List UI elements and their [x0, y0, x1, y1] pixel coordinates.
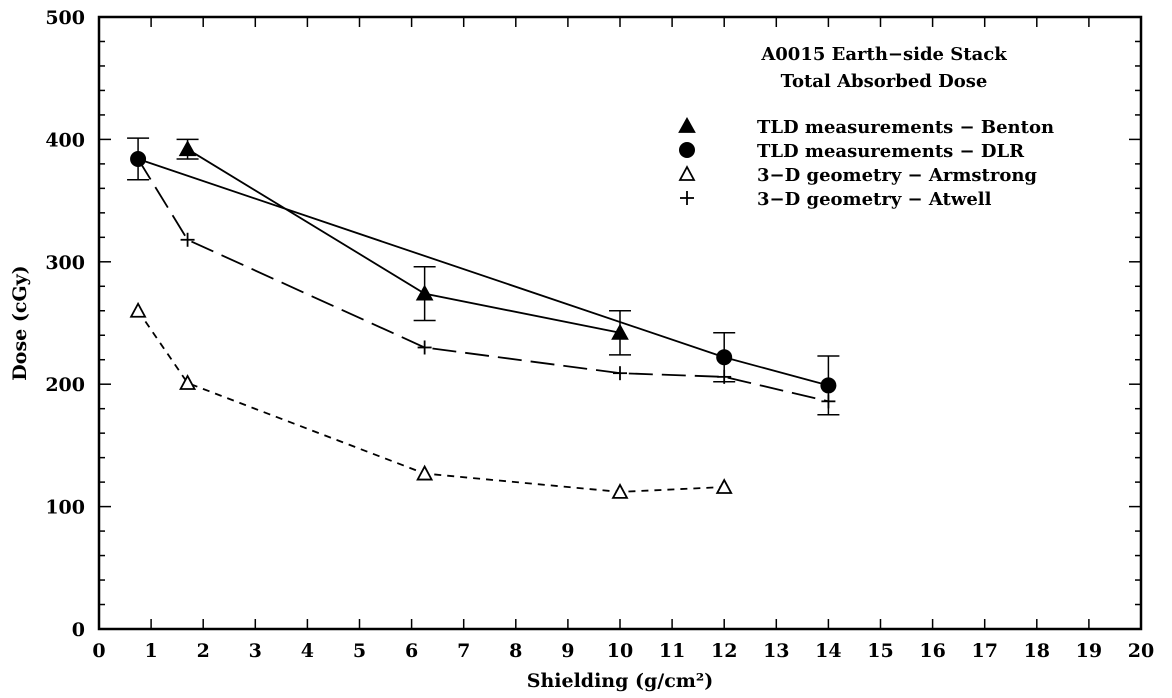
- legend-marker-dlr: [679, 142, 695, 158]
- legend-marker-benton: [678, 116, 696, 133]
- x-tick-label: 20: [1128, 640, 1154, 662]
- data-point-atwell: [417, 340, 432, 355]
- data-point-atwell: [717, 369, 732, 384]
- x-tick-label: 16: [919, 640, 945, 662]
- data-point-armstrong: [715, 478, 733, 494]
- data-point-benton: [611, 323, 629, 340]
- series-dlr: [127, 137, 840, 416]
- x-tick-label: 7: [457, 640, 470, 662]
- data-point-atwell: [613, 366, 627, 381]
- legend-marker-armstrong: [678, 165, 696, 181]
- legend-markers: [678, 116, 696, 205]
- y-tick-label: 0: [72, 619, 85, 641]
- legend-label-dlr: TLD measurements − DLR: [757, 141, 1025, 162]
- data-point-armstrong: [416, 464, 434, 481]
- x-tick-label: 10: [607, 640, 633, 662]
- series-line-benton: [187, 148, 621, 334]
- x-axis-title: Shielding (g/cm²): [527, 670, 713, 692]
- y-tick-label: 400: [45, 129, 85, 151]
- series-line-armstrong: [137, 310, 725, 493]
- data-point-atwell: [821, 394, 836, 409]
- data-point-dlr: [716, 349, 733, 366]
- x-tick-label: 13: [763, 640, 789, 662]
- x-tick-label: 17: [971, 640, 997, 662]
- y-tick-label: 500: [45, 7, 85, 29]
- x-tick-label: 3: [249, 640, 262, 662]
- x-tick-label: 1: [144, 640, 157, 662]
- data-point-armstrong: [129, 301, 147, 318]
- x-tick-label: 0: [92, 640, 105, 662]
- legend: TLD measurements − Benton TLD measuremen…: [678, 116, 1054, 210]
- legend-marker-atwell: [680, 191, 694, 205]
- x-tick-label: 8: [509, 640, 522, 662]
- data-point-armstrong: [611, 483, 629, 499]
- x-tick-label: 15: [867, 640, 893, 662]
- series-benton: [176, 138, 631, 356]
- x-tick-label: 9: [561, 640, 574, 662]
- legend-label-atwell: 3−D geometry − Atwell: [757, 189, 992, 210]
- data-point-atwell: [180, 232, 195, 247]
- x-tick-label: 14: [815, 640, 841, 662]
- x-tick-label: 19: [1076, 640, 1102, 662]
- y-tick-label: 100: [45, 497, 85, 519]
- series-atwell: [131, 151, 836, 409]
- data-point-atwell: [131, 151, 146, 166]
- data-point-benton: [178, 140, 197, 157]
- x-tick-label: 6: [405, 640, 418, 662]
- x-tick-label: 11: [659, 640, 685, 662]
- y-axis-title: Dose (cGy): [9, 265, 31, 380]
- x-tick-label: 18: [1024, 640, 1050, 662]
- chart-title: A0015 Earth−side Stack: [760, 44, 1007, 65]
- data-point-benton: [415, 284, 434, 301]
- chart-subtitle: Total Absorbed Dose: [781, 71, 988, 92]
- series-armstrong: [129, 301, 733, 499]
- data-point-armstrong: [179, 374, 197, 390]
- x-tick-label: 5: [353, 640, 366, 662]
- x-tick-label: 2: [197, 640, 210, 662]
- y-tick-label: 200: [45, 374, 85, 396]
- data-point-dlr: [820, 377, 837, 394]
- legend-label-benton: TLD measurements − Benton: [757, 117, 1054, 138]
- x-tick-label: 12: [711, 640, 737, 662]
- ticks-layer: 0 1 2 3 4 5 6 7 8 9 10 11 12 13 14 15 16 17 18 19 2001002003…: [45, 7, 1154, 662]
- legend-label-armstrong: 3−D geometry − Armstrong: [757, 165, 1037, 186]
- x-tick-label: 4: [301, 640, 314, 662]
- y-tick-label: 300: [45, 252, 85, 274]
- series-line-atwell: [137, 158, 829, 403]
- series-layer: [127, 137, 840, 499]
